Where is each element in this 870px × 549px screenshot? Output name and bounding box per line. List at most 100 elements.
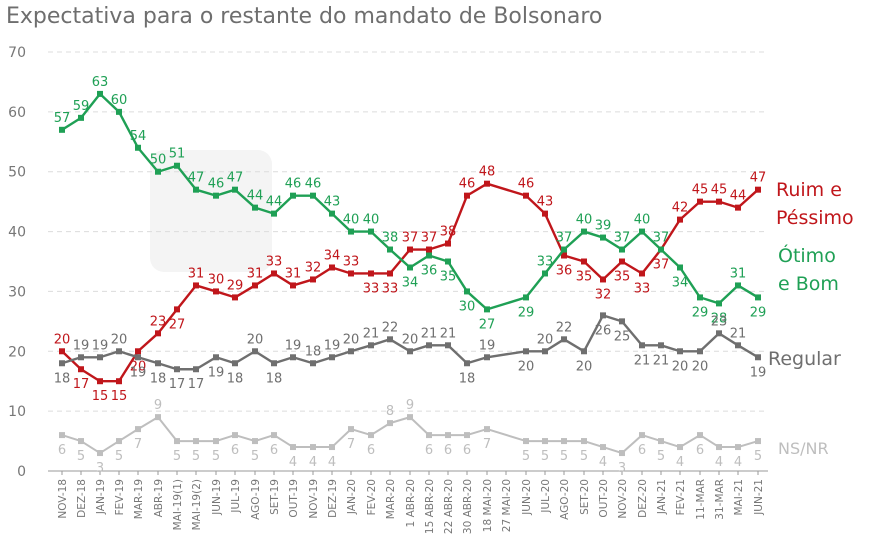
- data-point: [59, 432, 65, 439]
- data-label: 37: [653, 258, 670, 273]
- data-point: [716, 444, 722, 451]
- x-tick-label: OUT-20: [598, 479, 610, 518]
- data-point: [252, 204, 258, 211]
- x-tick-label: 1 ABR-20: [405, 479, 417, 527]
- data-label: 4: [715, 455, 723, 470]
- data-label: 63: [92, 75, 109, 90]
- data-label: 4: [309, 455, 317, 470]
- data-label: 28: [711, 311, 728, 326]
- data-point: [523, 438, 529, 445]
- data-point: [542, 270, 548, 277]
- data-label: 21: [421, 326, 438, 341]
- data-label: 29: [518, 305, 535, 320]
- y-tick-label: 50: [8, 165, 26, 181]
- data-label: 18: [150, 371, 167, 386]
- data-point: [271, 360, 277, 367]
- data-point: [59, 126, 65, 133]
- data-label: 40: [576, 213, 593, 228]
- x-tick-label: SET-19: [269, 479, 281, 515]
- data-point: [155, 330, 161, 337]
- data-point: [697, 198, 703, 205]
- data-point: [329, 264, 335, 271]
- data-point: [135, 144, 141, 151]
- data-label: 19: [92, 338, 109, 353]
- data-label: 4: [676, 455, 684, 470]
- data-point: [639, 342, 645, 349]
- data-label: 35: [440, 270, 457, 285]
- data-point: [697, 294, 703, 301]
- data-point: [697, 348, 703, 355]
- data-point: [232, 186, 238, 193]
- data-label: 18: [305, 344, 322, 359]
- x-tick-label: 22 ABR-20: [443, 479, 455, 534]
- data-point: [542, 438, 548, 445]
- data-label: 27: [169, 317, 186, 332]
- x-tick-label: 27 MAI-20: [501, 479, 513, 532]
- x-tick-label: JUN-19: [211, 479, 223, 516]
- series-line: [61, 314, 759, 371]
- x-tick-label: SET-20: [579, 479, 591, 515]
- x-tick-label: JAN-21: [656, 479, 668, 515]
- data-point: [387, 246, 393, 253]
- data-point: [716, 300, 722, 307]
- data-label: 6: [463, 443, 471, 458]
- data-label: 31: [285, 266, 302, 281]
- data-label: 40: [343, 213, 360, 228]
- data-point: [348, 426, 354, 433]
- data-point: [735, 282, 741, 289]
- data-label: 54: [130, 129, 147, 144]
- data-label: 20: [130, 359, 147, 374]
- data-point: [78, 354, 84, 361]
- legend: Ruim e Péssimo Ótimo e Bom Regular NS/NR: [768, 179, 854, 458]
- data-label: 5: [212, 449, 220, 464]
- data-point: [755, 438, 761, 445]
- data-label: 37: [556, 231, 573, 246]
- data-point: [368, 228, 374, 235]
- data-point: [523, 294, 529, 301]
- y-axis: 0 10 20 30 40 50 60 70: [8, 45, 26, 480]
- data-label: 17: [188, 377, 205, 392]
- x-tick-label: 18 MAI-20: [482, 479, 494, 532]
- x-tick-label: JAN-20: [346, 479, 358, 515]
- data-label: 43: [537, 195, 554, 210]
- data-label: 38: [382, 231, 399, 246]
- legend-label: Ótimo: [778, 243, 836, 267]
- data-point: [619, 318, 625, 325]
- data-point: [232, 360, 238, 367]
- data-point: [348, 348, 354, 355]
- data-point: [368, 432, 374, 439]
- data-point: [59, 348, 65, 355]
- x-tick-label: FEV-19: [114, 479, 126, 515]
- data-label: 37: [402, 231, 419, 246]
- data-point: [581, 228, 587, 235]
- data-point: [116, 378, 122, 385]
- x-tick-label: 30 ABR-20: [462, 479, 474, 534]
- x-tick-label: JUN-20: [521, 479, 533, 516]
- x-tick-label: ABR-19: [153, 479, 165, 517]
- data-label: 6: [696, 443, 704, 458]
- data-point: [600, 444, 606, 451]
- x-tick-label: 31-MAR: [714, 479, 726, 520]
- data-label: 20: [576, 359, 593, 374]
- x-tick-label: JUN-21: [753, 479, 765, 516]
- data-point: [232, 294, 238, 301]
- data-label: 57: [54, 111, 71, 126]
- data-point: [619, 450, 625, 457]
- data-point: [426, 246, 432, 253]
- data-label: 5: [754, 449, 762, 464]
- data-point: [78, 438, 84, 445]
- data-point: [716, 198, 722, 205]
- data-point: [329, 354, 335, 361]
- x-tick-label: NOV-19: [308, 479, 320, 519]
- data-label: 31: [247, 266, 264, 281]
- data-point: [639, 228, 645, 235]
- data-label: 36: [556, 264, 573, 279]
- data-point: [155, 168, 161, 175]
- data-point: [213, 438, 219, 445]
- data-point: [213, 354, 219, 361]
- legend-label: Regular: [768, 348, 841, 370]
- data-point: [677, 444, 683, 451]
